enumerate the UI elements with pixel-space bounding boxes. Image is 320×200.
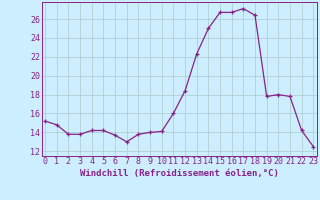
X-axis label: Windchill (Refroidissement éolien,°C): Windchill (Refroidissement éolien,°C)	[80, 169, 279, 178]
